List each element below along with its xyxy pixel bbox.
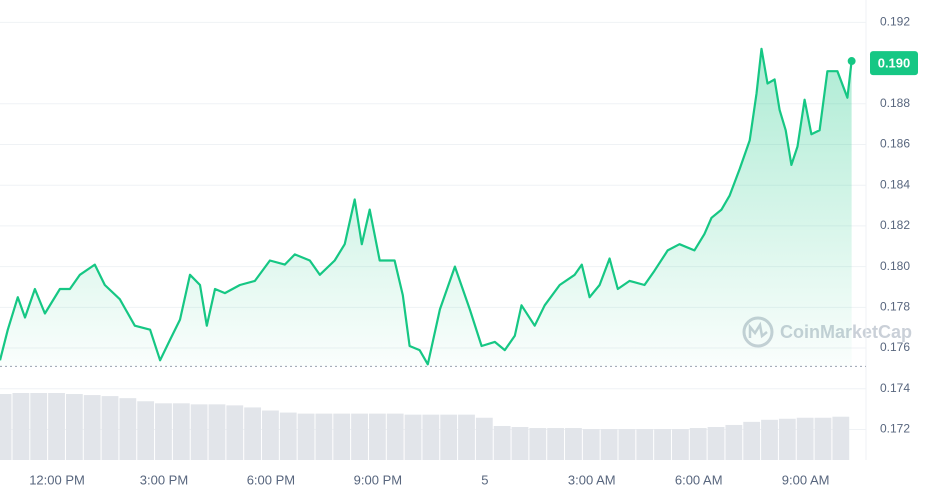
volume-bar [636, 429, 654, 460]
y-tick-label: 0.184 [880, 177, 910, 191]
volume-bar [582, 429, 600, 460]
x-tick-label: 12:00 PM [29, 472, 85, 487]
volume-bar [475, 417, 493, 460]
volume-bar [743, 421, 761, 460]
volume-bar [190, 404, 208, 460]
volume-bar [778, 418, 796, 460]
volume-bar [333, 413, 351, 460]
volume-bar [368, 413, 386, 460]
volume-bar [137, 401, 155, 460]
volume-bar [458, 414, 475, 460]
volume-bar [440, 414, 458, 460]
volume-bar [172, 403, 190, 460]
volume-bar [48, 393, 65, 460]
price-badge [870, 51, 918, 76]
volume-bar [244, 407, 262, 460]
volume-bar [0, 394, 12, 460]
volume-bar [12, 393, 30, 460]
last-point [847, 57, 856, 66]
volume-bar [351, 413, 368, 460]
y-tick-label: 0.180 [880, 259, 910, 273]
x-tick-label: 6:00 PM [247, 472, 295, 487]
volume-bar [226, 405, 244, 460]
volume-bar [386, 413, 404, 460]
x-tick-label: 5 [481, 472, 488, 487]
volume-bar [493, 425, 511, 460]
volume-bar [671, 429, 689, 460]
y-tick-label: 0.172 [880, 422, 910, 436]
volume-bar [30, 393, 48, 460]
y-tick-label: 0.188 [880, 96, 910, 110]
volume-bar [83, 395, 101, 460]
volume-bar [279, 412, 297, 460]
y-tick-label: 0.182 [880, 218, 910, 232]
volume-bar [119, 398, 137, 460]
volume-bar [262, 410, 279, 460]
volume-bar [689, 428, 707, 460]
x-tick-label: 3:00 AM [568, 472, 616, 487]
y-tick-label: 0.174 [880, 381, 910, 395]
volume-bar [297, 413, 315, 460]
price-area [0, 48, 852, 367]
volume-bar [422, 414, 440, 460]
volume-bar [618, 429, 636, 460]
y-tick-label: 0.178 [880, 300, 910, 314]
volume-bar [511, 427, 529, 460]
x-tick-label: 9:00 PM [354, 472, 402, 487]
x-tick-label: 3:00 PM [140, 472, 188, 487]
y-tick-label: 0.192 [880, 15, 910, 29]
volume-bar [155, 403, 172, 460]
y-tick-label: 0.186 [880, 137, 910, 151]
price-line [0, 47, 853, 366]
volume-bar [565, 428, 582, 460]
volume-bar [101, 396, 119, 460]
volume-bar [654, 429, 671, 460]
volume-bar [315, 413, 333, 460]
volume-bar [65, 394, 83, 460]
volume-bar [725, 424, 743, 460]
y-tick-label: 0.176 [880, 340, 910, 354]
price-badge-label: 0.190 [878, 56, 911, 71]
volume-bar [761, 419, 778, 460]
volume-bar [832, 416, 850, 460]
volume-bar [814, 417, 832, 460]
x-tick-label: 6:00 AM [675, 472, 723, 487]
volume-bar [529, 428, 547, 460]
volume-bar [404, 414, 422, 460]
volume-bar [600, 429, 618, 460]
volume-bar [208, 404, 226, 460]
volume-bar [547, 428, 565, 460]
volume-bar [796, 417, 814, 460]
volume-bar [707, 427, 725, 460]
x-tick-label: 9:00 AM [782, 472, 830, 487]
